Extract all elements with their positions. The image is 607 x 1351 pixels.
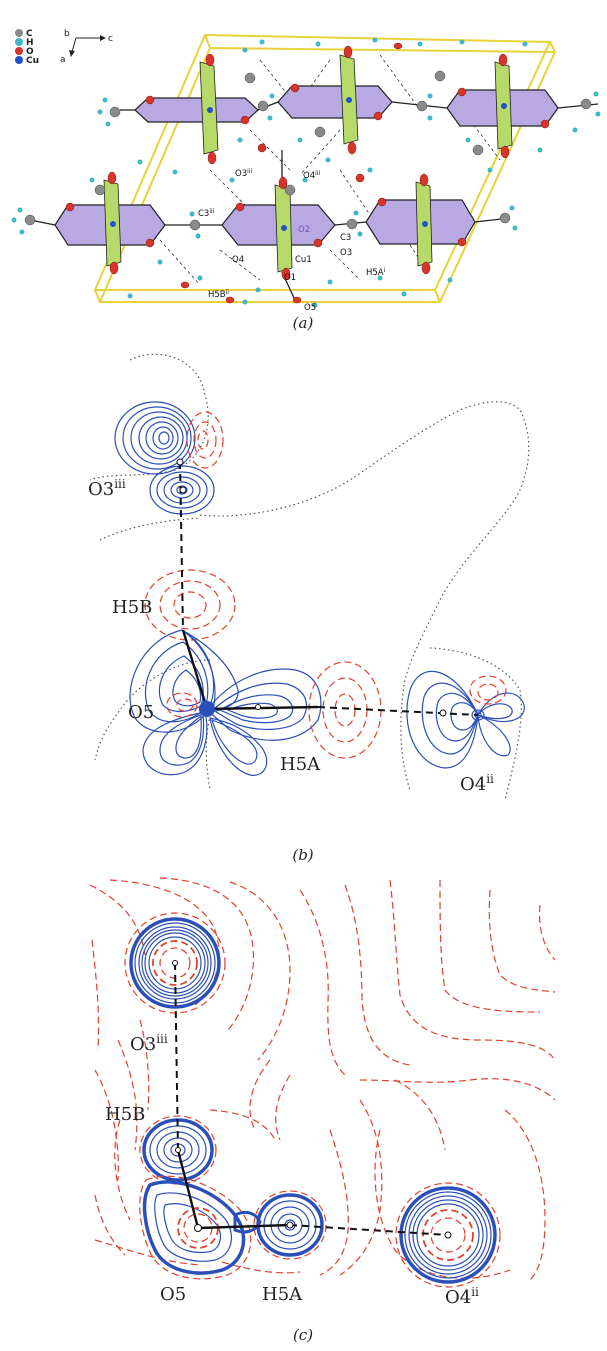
label-o5-b: O5 [128,702,154,723]
label-o4-b: O4ii [460,772,494,795]
label-h5ai: H5Ai [366,267,386,278]
bond-o5-h5b-c [176,1149,200,1229]
label-o3iii: O3iii [235,168,252,179]
panel-c: O3iii H5B O5 H5A O4ii (c) [89,877,556,1344]
axis-a-label: a [60,55,66,65]
zero-contour-large [89,353,530,791]
panel-a: C H O Cu b c a [11,29,601,332]
hydrogen-atoms [11,37,601,308]
legend-o-label: O [26,47,34,57]
label-o2: O2 [298,225,310,235]
nucleus-o3-lower-b [179,486,187,494]
nucleus-o5-b [199,701,215,717]
nucleus-o5-c [194,1224,202,1232]
bond-o5-h5b-b [181,629,209,710]
contours-o4-c [395,1182,501,1288]
contours-o5-negative [166,692,198,718]
legend-h-label: H [26,38,34,48]
legend-cu-swatch [15,56,23,64]
nucleus-h5a-c [286,1221,294,1229]
label-h5b-b: H5B [112,597,152,618]
axis-b-label: b [64,29,70,39]
legend-o-swatch [15,47,23,55]
nucleus-o3-c [172,960,178,966]
panel-a-labels: O3iii O4iii C3iii O2 C3 O3 O4 Cu1 O1 H5A… [198,168,386,313]
label-o4iii: O4iii [303,170,320,181]
label-o3-c: O3iii [130,1032,168,1055]
axis-a-arrow [71,37,77,53]
contours-o3-positive [114,401,215,515]
bond-o5-h5a-b [206,705,319,711]
label-h5a-b: H5A [280,754,321,775]
label-o1: O1 [284,273,296,283]
label-o5-c: O5 [160,1284,186,1305]
label-h5b-c: H5B [105,1104,145,1125]
nucleus-h5a-b [255,704,261,710]
element-legend: C H O Cu [15,29,39,66]
label-o3-b: O3iii [88,477,126,500]
molecule-planes [54,54,559,273]
caption-c: (c) [293,1326,313,1344]
oxygen-atoms [65,42,550,304]
contours-o4-positive [406,670,525,769]
legend-cu-label: Cu [26,56,39,66]
label-o5: O5 [304,303,316,313]
contours-o5-positive [129,629,322,776]
label-c3iii: C3iii [198,208,215,219]
hbond-o3-h5b-c [174,962,179,1151]
label-o3: O3 [340,248,352,258]
legend-c-swatch [15,29,23,37]
legend-h-swatch [15,38,23,46]
carbon-atoms [24,70,592,231]
caption-b: (b) [292,846,313,864]
hbond-h5a-o4-c [289,1224,449,1236]
label-c3: C3 [340,233,351,243]
bond-o5-h5a-c [197,1223,291,1230]
nucleus-o4-c [444,1231,452,1239]
label-o4-c: O4ii [445,1285,479,1308]
axis-triad: b c a [60,29,113,65]
hbond-h5a-o4-b [317,706,479,716]
nucleus-o4-b [439,709,447,717]
contours-h5b-negative [144,569,236,641]
contours-o3-negative [186,411,224,469]
caption-a: (a) [293,314,314,332]
copper-atoms [110,97,507,231]
label-cu1: Cu1 [295,255,312,265]
contours-o4-negative [469,675,507,705]
contours-c-background [89,877,556,1281]
legend-c-label: C [26,29,33,39]
label-h5a-c: H5A [262,1284,303,1305]
unit-cell [93,33,557,303]
axis-c-label: c [108,34,113,44]
nucleus-h5b-c [175,1147,181,1153]
nucleus-o3-b [176,458,184,466]
label-o4: O4 [232,255,244,265]
label-h5bii: H5Bii [208,289,229,300]
panel-b: O3iii H5B O5 H5A O4ii (b) [88,353,530,864]
